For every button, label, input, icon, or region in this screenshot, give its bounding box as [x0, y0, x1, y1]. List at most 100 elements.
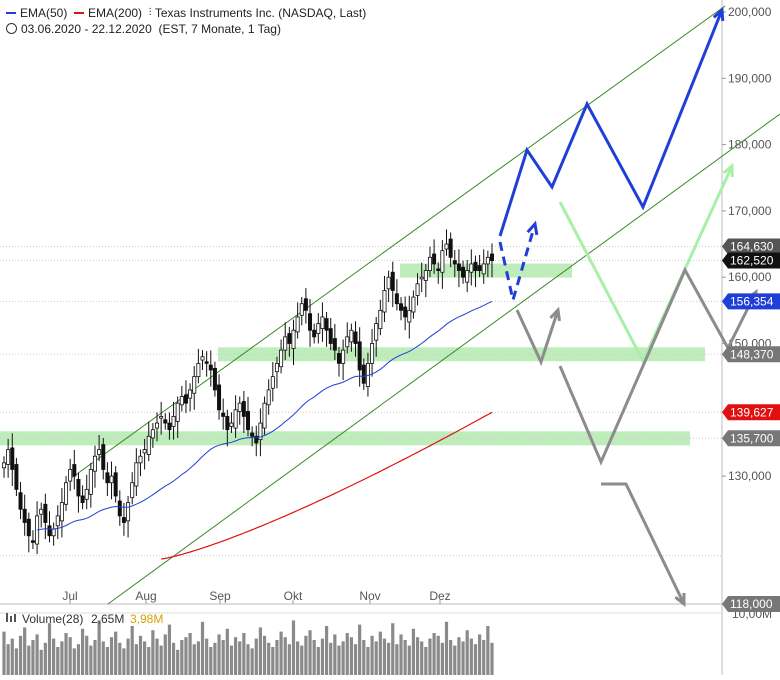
candle-body	[308, 313, 313, 331]
volume-bar	[64, 633, 68, 675]
volume-bar	[159, 645, 163, 675]
candle-body	[101, 444, 106, 470]
projection-blue-dashed-arrow-head	[526, 220, 539, 236]
candle-body	[26, 518, 31, 537]
volume-bar	[23, 627, 27, 675]
volume-bar	[114, 631, 118, 675]
candle-body	[72, 464, 77, 477]
date-range: 03.06.2020 - 22.12.2020	[21, 21, 152, 36]
volume-bar	[109, 637, 114, 675]
volume-bar	[85, 635, 89, 675]
projection-blue-arrow	[498, 9, 724, 237]
volume-bar	[453, 645, 457, 675]
candle-body	[229, 422, 234, 427]
candle-body	[324, 318, 329, 331]
volume-bar	[238, 641, 242, 675]
candle-body	[382, 290, 387, 313]
candle-body	[84, 488, 89, 500]
candle-body	[117, 500, 122, 517]
candle-body	[188, 389, 193, 399]
volume-bar	[254, 638, 258, 675]
volume-bar	[184, 637, 188, 675]
candle-body	[121, 517, 126, 523]
candle-body	[341, 349, 346, 364]
ema50-line	[37, 300, 493, 531]
candle-body	[270, 376, 275, 389]
volume-bar	[362, 640, 366, 675]
candle-body	[374, 323, 379, 341]
candle-body	[18, 492, 23, 510]
volume-icon-part	[10, 616, 12, 622]
candle-body	[403, 306, 408, 318]
volume-bar	[56, 647, 60, 675]
candle-body	[43, 503, 48, 523]
x-tick-label: Jul	[62, 589, 77, 603]
candle-body	[320, 316, 325, 329]
candle-body	[461, 266, 466, 278]
clock-icon	[6, 23, 17, 35]
volume-bar	[188, 633, 192, 675]
candle-body	[2, 462, 7, 469]
volume-bar	[440, 642, 444, 675]
volume-bar	[180, 640, 184, 675]
price-badge	[722, 346, 780, 363]
volume-bar	[80, 628, 85, 675]
volume-bar	[39, 649, 43, 675]
volume-bar	[126, 638, 130, 675]
volume-bar	[271, 647, 275, 675]
candle-body	[254, 435, 259, 444]
volume-bar	[473, 644, 478, 675]
volume-bar	[465, 630, 469, 675]
x-tick-label: Okt	[284, 589, 303, 603]
projection-gray-small-arrow-head	[549, 306, 561, 322]
candle-body	[88, 469, 93, 495]
volume-bar	[118, 642, 122, 675]
volume-bar	[283, 637, 287, 675]
volume-bar	[420, 641, 424, 675]
candle-body	[221, 412, 226, 417]
volume-bar	[411, 628, 416, 675]
volume-bar	[267, 642, 271, 675]
x-tick-label: Sep	[209, 589, 231, 603]
candle-body	[423, 270, 428, 281]
volume-bar	[432, 633, 436, 675]
volume-bar	[151, 630, 155, 675]
candle-body	[39, 508, 44, 515]
candle-body	[192, 376, 197, 394]
volume-bar	[324, 626, 329, 675]
volume-bar	[242, 633, 246, 675]
candle-body	[138, 455, 143, 464]
candle-body	[175, 402, 180, 422]
instrument-title: Texas Instruments Inc. (NASDAQ, Last)	[154, 5, 367, 20]
candle-body	[295, 316, 300, 333]
candle-body	[279, 349, 284, 368]
volume-bar	[163, 634, 167, 675]
candle-body	[262, 402, 267, 429]
volume-bar	[97, 620, 101, 675]
volume-bar	[14, 648, 19, 675]
volume-bar	[349, 637, 353, 675]
candle-body	[303, 298, 308, 311]
x-tick-label: Nov	[359, 589, 380, 603]
volume-bar	[122, 648, 126, 675]
volume-value-average: 3,98M	[130, 612, 163, 626]
candle-body	[336, 353, 341, 364]
candle-body	[171, 416, 176, 427]
volume-bar	[171, 642, 176, 675]
price-badge-label: 118,000	[730, 597, 773, 611]
volume-bar	[469, 638, 473, 675]
candle-body	[258, 422, 263, 441]
price-badge-label: 139,627	[730, 405, 774, 419]
volume-bar	[31, 640, 35, 675]
volume-bar	[52, 638, 56, 675]
candle-body	[150, 429, 155, 439]
volume-bar	[134, 644, 138, 675]
volume-bar	[143, 641, 147, 675]
volume-bar	[27, 645, 31, 675]
price-badge	[722, 596, 780, 612]
candle-body	[332, 338, 337, 351]
candle-icon: ⫶	[148, 6, 152, 19]
x-tick-label: Dez	[429, 589, 450, 603]
volume-bar	[391, 623, 395, 675]
volume-bar	[246, 644, 250, 675]
